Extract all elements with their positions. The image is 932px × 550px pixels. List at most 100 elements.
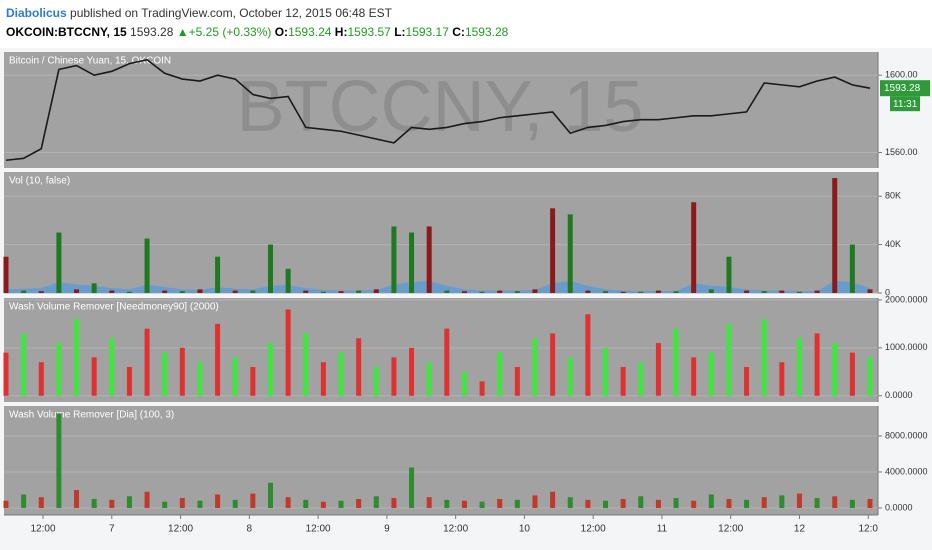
bar: [56, 343, 62, 396]
bar: [814, 290, 820, 293]
bar: [373, 367, 379, 396]
bar: [567, 357, 573, 396]
bar: [179, 498, 185, 508]
bar: [550, 491, 556, 508]
bar: [126, 367, 132, 396]
bar: [726, 256, 732, 293]
bar: [655, 290, 661, 293]
bar: [497, 498, 503, 508]
bar: [514, 499, 520, 508]
price-badge-label: 1593.28: [884, 83, 921, 94]
bar: [303, 499, 309, 508]
x-tick-label: 12:0: [859, 524, 879, 535]
bar: [867, 498, 873, 508]
bar: [532, 338, 538, 396]
price-axis: [878, 172, 932, 293]
bar: [761, 319, 767, 396]
bar: [585, 499, 591, 508]
bar: [691, 357, 697, 396]
bar: [109, 290, 115, 293]
h-label: H:: [334, 25, 348, 39]
bar: [744, 290, 750, 293]
x-tick-label: 7: [109, 524, 115, 535]
pane-title: Wash Volume Remover [Needmoney90] (2000): [9, 302, 219, 313]
watermark: BTCCNY, 15: [237, 67, 644, 147]
x-tick-label: 11: [657, 524, 668, 535]
bar: [779, 362, 785, 396]
bar: [849, 244, 855, 293]
bar: [479, 381, 485, 396]
bar: [197, 362, 203, 396]
bar: [409, 232, 415, 293]
bar: [708, 494, 714, 508]
bar: [38, 291, 44, 293]
price-axis: [878, 406, 932, 515]
bar: [444, 499, 450, 508]
bar: [285, 268, 291, 293]
bar: [250, 367, 256, 396]
bar: [532, 289, 538, 293]
author[interactable]: Diabolicus: [6, 6, 67, 20]
open: 1593.24: [288, 25, 332, 39]
bar: [708, 289, 714, 293]
bar: [21, 333, 27, 396]
bar: [391, 226, 397, 293]
y-tick-label: 0: [885, 287, 890, 297]
bar: [461, 371, 467, 396]
bar: [373, 289, 379, 293]
header: Diabolicus published on TradingView.com,…: [6, 4, 508, 42]
bar: [197, 500, 203, 508]
bar: [585, 290, 591, 293]
bar: [74, 289, 80, 293]
low: 1593.17: [405, 25, 449, 39]
bar: [585, 314, 591, 396]
bar: [179, 291, 185, 293]
y-tick-label: 1600.00: [885, 70, 918, 80]
x-tick-label: 9: [384, 524, 390, 535]
pane: [4, 298, 878, 402]
bar: [832, 496, 838, 508]
countdown-label: 11:31: [893, 99, 918, 110]
x-tick-label: 12: [794, 524, 806, 535]
bar: [267, 343, 273, 396]
last: 1593.28: [130, 25, 174, 39]
x-tick-label: 12:00: [31, 524, 56, 535]
bar: [391, 357, 397, 396]
bar: [673, 328, 679, 396]
bar: [409, 347, 415, 396]
bar: [497, 290, 503, 293]
bar: [320, 291, 326, 293]
bar: [832, 343, 838, 396]
y-tick-label: 40K: [885, 239, 901, 249]
bar: [144, 238, 150, 293]
bar: [744, 499, 750, 508]
pane-title: Wash Volume Remover [Dia] (100, 3): [9, 410, 174, 421]
bar: [567, 214, 573, 293]
bar: [708, 352, 714, 396]
bar: [638, 291, 644, 293]
high: 1593.57: [347, 25, 391, 39]
pane-title: Vol (10, false): [9, 176, 70, 187]
bar: [779, 290, 785, 293]
y-tick-label: 1000.0000: [885, 342, 928, 352]
bar: [779, 495, 785, 508]
bar: [867, 357, 873, 396]
bar: [638, 496, 644, 508]
bar: [373, 496, 379, 508]
bar: [867, 289, 873, 293]
bar: [126, 496, 132, 508]
bar: [620, 367, 626, 396]
bar: [285, 309, 291, 396]
change: ▲+5.25 (+0.33%): [176, 25, 272, 39]
bar: [162, 290, 168, 293]
bar: [197, 289, 203, 293]
bar: [74, 319, 80, 396]
bar: [638, 362, 644, 396]
bar: [603, 291, 609, 293]
bar: [832, 178, 838, 293]
bar: [514, 367, 520, 396]
bar: [232, 499, 238, 508]
bar: [250, 493, 256, 508]
bar: [109, 499, 115, 508]
